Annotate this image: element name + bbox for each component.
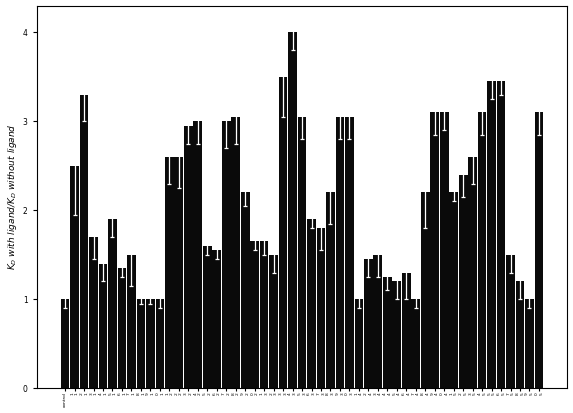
Bar <box>146 299 155 388</box>
Bar <box>288 32 297 388</box>
Bar <box>345 117 354 388</box>
Bar <box>449 192 458 388</box>
Bar <box>364 259 372 388</box>
Bar <box>307 219 316 388</box>
Bar <box>136 299 146 388</box>
Bar <box>440 112 449 388</box>
Bar <box>411 299 420 388</box>
Bar <box>336 117 344 388</box>
Bar <box>430 112 439 388</box>
Bar <box>393 282 401 388</box>
Bar <box>250 242 259 388</box>
Bar <box>298 117 307 388</box>
Bar <box>506 255 515 388</box>
Bar <box>108 219 117 388</box>
Bar <box>165 157 174 388</box>
Bar <box>222 121 230 388</box>
Bar <box>525 299 534 388</box>
Bar <box>194 121 202 388</box>
Bar <box>174 157 183 388</box>
Bar <box>326 192 335 388</box>
Bar <box>184 126 193 388</box>
Bar <box>89 237 98 388</box>
Bar <box>487 81 496 388</box>
Bar <box>535 112 543 388</box>
Bar <box>269 255 278 388</box>
Bar <box>497 81 505 388</box>
Bar <box>99 263 107 388</box>
Bar <box>374 255 382 388</box>
Bar <box>231 117 240 388</box>
Bar <box>117 268 126 388</box>
Bar <box>213 250 221 388</box>
Bar <box>127 255 136 388</box>
Bar <box>317 228 325 388</box>
Bar <box>155 299 164 388</box>
Bar <box>70 166 79 388</box>
Bar <box>383 277 392 388</box>
Bar <box>260 242 269 388</box>
Bar <box>80 95 88 388</box>
Bar <box>468 157 477 388</box>
Bar <box>421 192 430 388</box>
Bar <box>241 192 249 388</box>
Bar <box>355 299 363 388</box>
Bar <box>516 282 524 388</box>
Y-axis label: $K_D$ with ligand/$K_D$ without ligand: $K_D$ with ligand/$K_D$ without ligand <box>6 123 18 270</box>
Bar <box>402 273 411 388</box>
Bar <box>278 77 288 388</box>
Bar <box>203 246 211 388</box>
Bar <box>61 299 69 388</box>
Bar <box>478 112 486 388</box>
Bar <box>459 175 468 388</box>
